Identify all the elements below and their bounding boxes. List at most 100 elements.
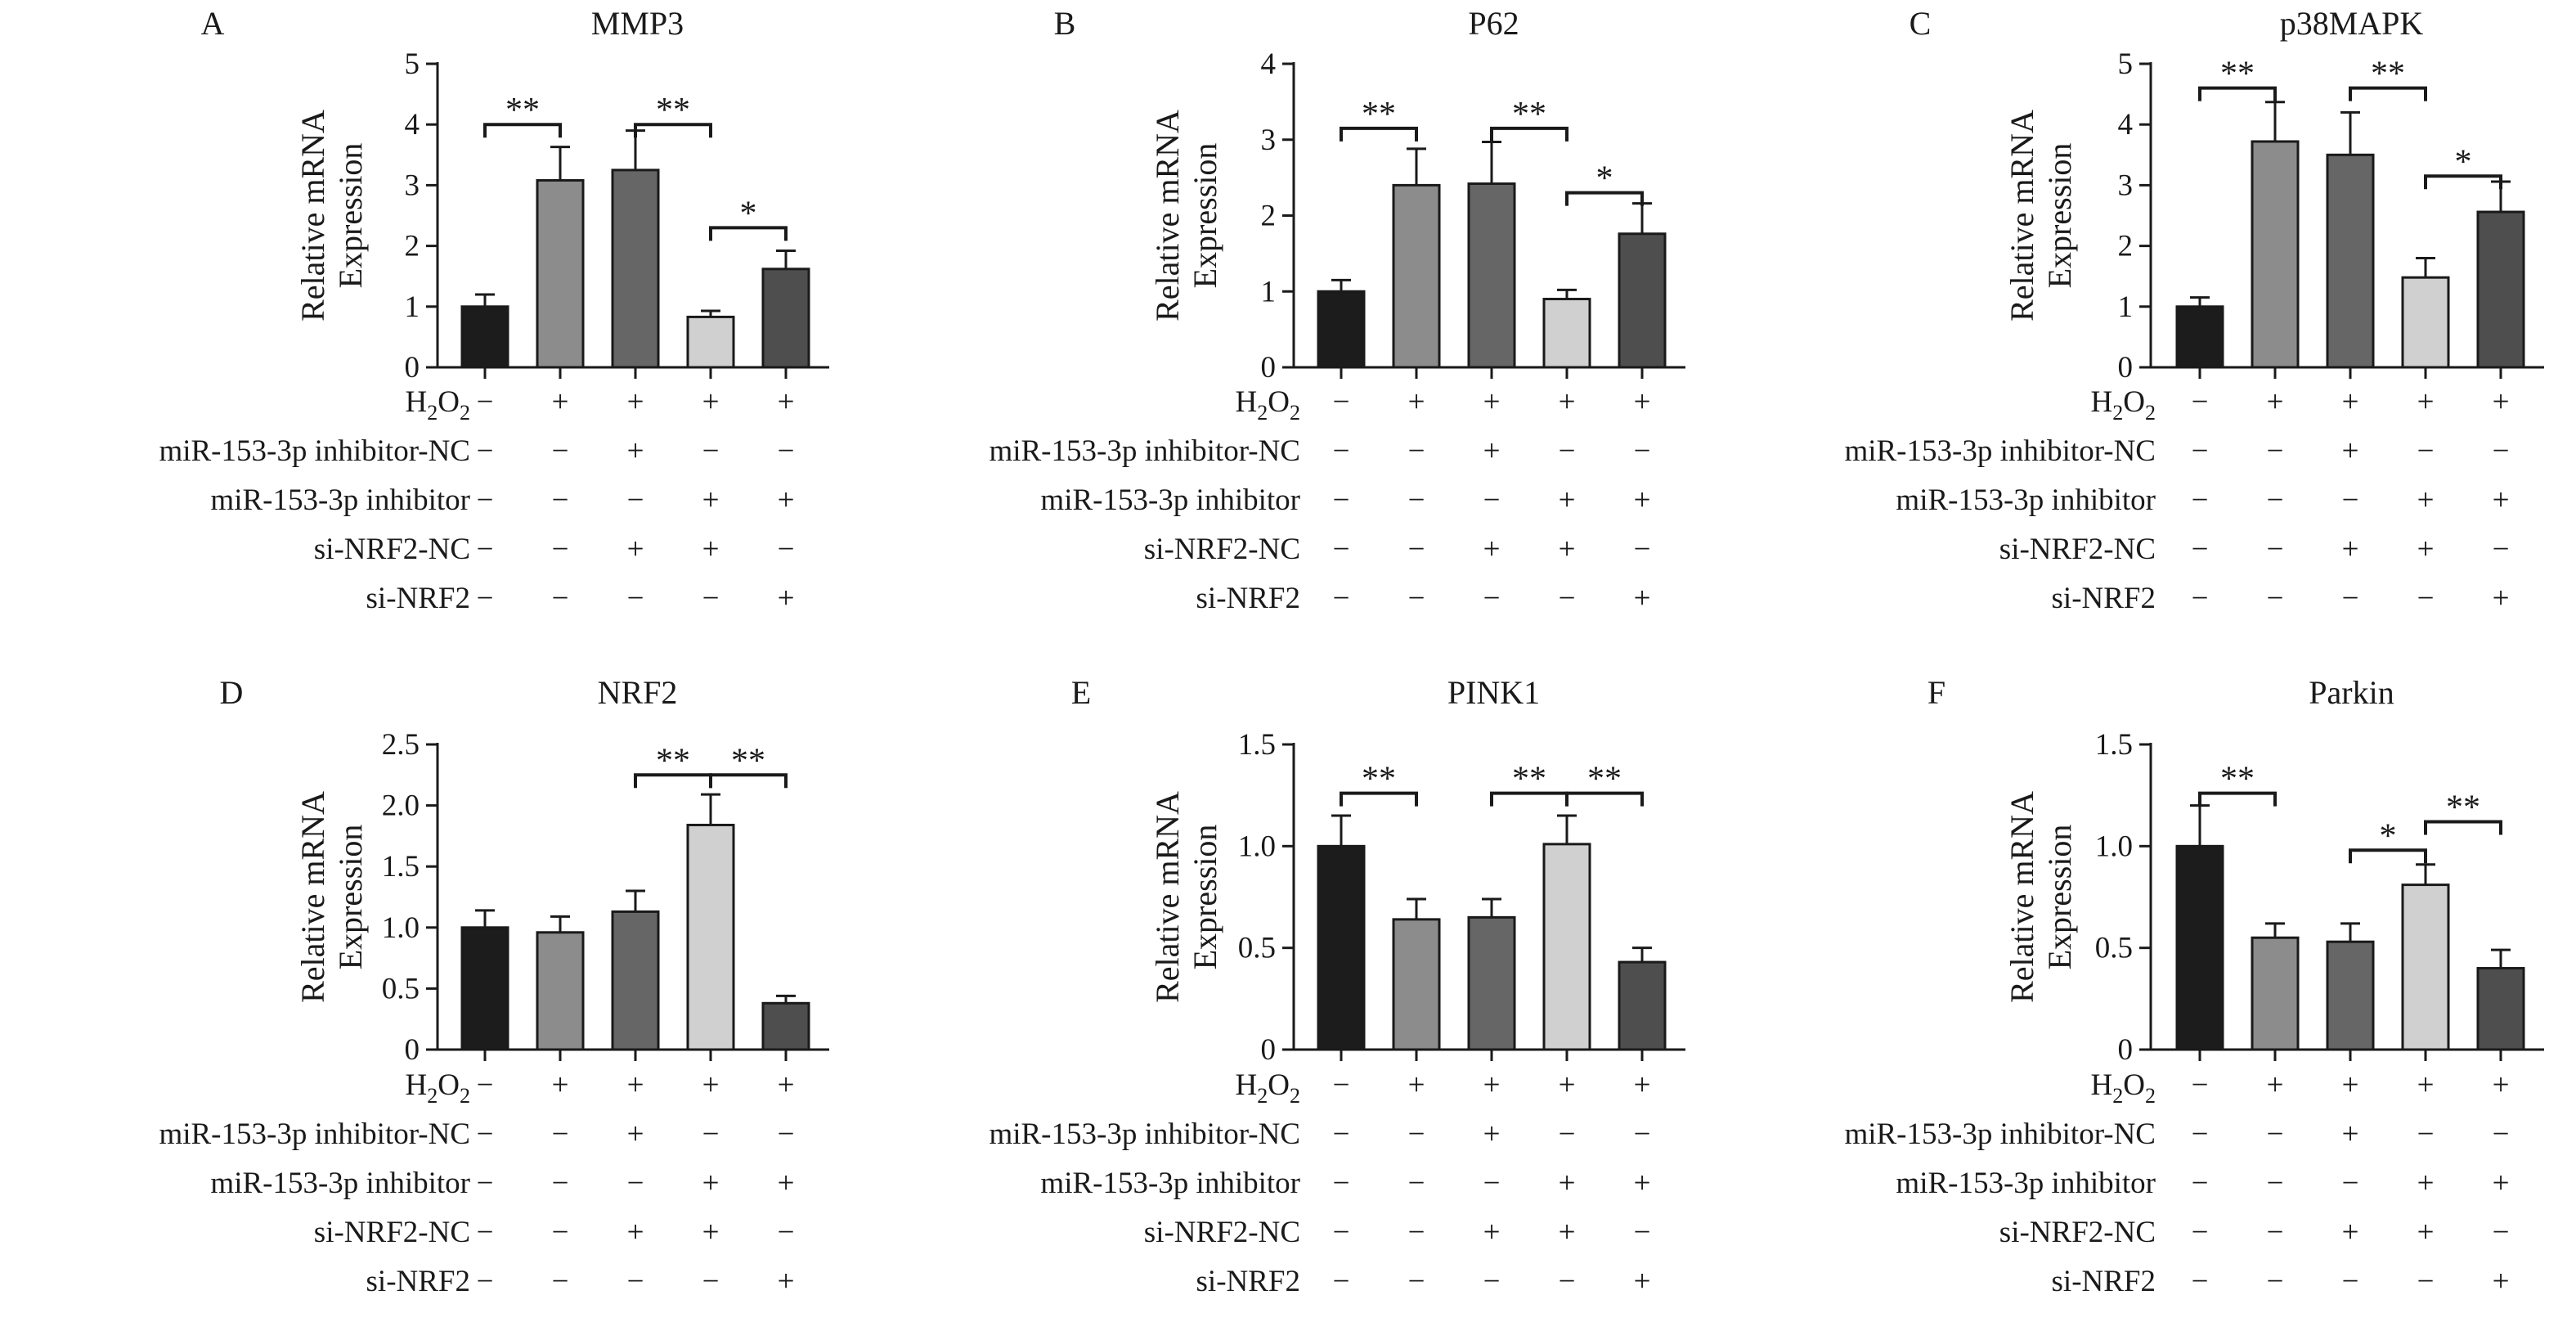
condition-mark: − xyxy=(2192,434,2209,468)
condition-label: si-NRF2-NC xyxy=(1999,1216,2156,1249)
y-axis-label-line: Relative mRNA xyxy=(294,110,331,322)
y-tick-label: 2.5 xyxy=(382,728,420,762)
condition-label: miR-153-3p inhibitor-NC xyxy=(159,434,470,468)
y-tick-label: 0 xyxy=(1261,351,1277,384)
condition-mark: + xyxy=(1634,1167,1651,1200)
bar xyxy=(2175,305,2224,369)
condition-mark: + xyxy=(2493,582,2510,615)
condition-label: H2O2 xyxy=(1236,1068,1300,1108)
significance-bracket xyxy=(2349,86,2427,101)
significance-bracket xyxy=(2198,86,2277,101)
condition-mark: − xyxy=(2192,533,2209,566)
condition-mark: − xyxy=(2267,1265,2284,1298)
condition-mark: + xyxy=(2342,385,2359,419)
significance-label: * xyxy=(2455,143,2472,181)
condition-label: si-NRF2 xyxy=(366,582,470,615)
y-tick-label: 0 xyxy=(1261,1033,1277,1067)
y-axis-label: Relative mRNAExpression xyxy=(294,791,369,1003)
condition-mark: + xyxy=(1634,1265,1651,1298)
significance-label: ** xyxy=(505,92,540,129)
chart-title: Parkin xyxy=(2309,674,2394,711)
bar xyxy=(611,910,660,1051)
significance-label: * xyxy=(740,195,757,232)
significance-bracket xyxy=(1340,791,1418,807)
condition-mark: + xyxy=(702,1068,720,1102)
condition-mark: − xyxy=(702,582,720,615)
condition-mark: + xyxy=(2493,1265,2510,1298)
bar xyxy=(460,305,509,369)
panel-letter: C xyxy=(1910,5,1932,42)
y-tick-label: 0.5 xyxy=(1238,932,1276,965)
condition-mark: + xyxy=(2417,1216,2435,1249)
significance-label: ** xyxy=(2220,56,2255,93)
y-tick-label: 1.5 xyxy=(382,850,420,884)
condition-mark: − xyxy=(552,1167,569,1200)
y-tick-label: 5 xyxy=(2118,47,2134,81)
condition-mark: − xyxy=(1333,1117,1350,1151)
condition-mark: − xyxy=(1333,582,1350,615)
condition-mark: − xyxy=(1634,434,1651,468)
condition-label: si-NRF2 xyxy=(1196,1265,1300,1298)
panel-letter: E xyxy=(1071,674,1091,711)
condition-mark: + xyxy=(1634,582,1651,615)
condition-mark: − xyxy=(1483,1167,1501,1200)
condition-label: H2O2 xyxy=(1236,385,1300,425)
condition-mark: − xyxy=(2192,1216,2209,1249)
condition-mark: − xyxy=(1634,1216,1651,1249)
condition-mark: + xyxy=(2417,533,2435,566)
chart-panel-E: E PINK1 Relative mRNAExpression 0 0.5 1.0 1.5 *… xyxy=(989,674,1685,1298)
condition-mark: − xyxy=(1408,533,1425,566)
condition-mark: + xyxy=(2493,1167,2510,1200)
condition-mark: − xyxy=(2192,1167,2209,1200)
bar xyxy=(1618,232,1667,369)
condition-mark: + xyxy=(1483,1117,1501,1151)
bar xyxy=(1317,844,1366,1051)
condition-mark: − xyxy=(627,1167,644,1200)
y-tick-label: 3 xyxy=(405,169,420,202)
condition-mark: − xyxy=(2267,483,2284,517)
condition-label: H2O2 xyxy=(2091,1068,2156,1108)
condition-mark: − xyxy=(477,1265,494,1298)
condition-label: miR-153-3p inhibitor-NC xyxy=(159,1117,470,1151)
condition-mark: − xyxy=(477,1167,494,1200)
condition-mark: − xyxy=(778,533,795,566)
condition-mark: + xyxy=(702,1167,720,1200)
significance-bracket xyxy=(1565,191,1644,206)
significance-bracket xyxy=(2198,791,2277,807)
condition-mark: + xyxy=(1483,434,1501,468)
bar xyxy=(761,1001,810,1051)
y-tick-label: 0 xyxy=(405,351,420,384)
significance-bracket xyxy=(483,123,562,138)
condition-mark: − xyxy=(1408,1167,1425,1200)
condition-mark: − xyxy=(2493,434,2510,468)
condition-mark: − xyxy=(552,1216,569,1249)
bar xyxy=(1467,915,1516,1051)
condition-mark: − xyxy=(2192,385,2209,419)
condition-label: miR-153-3p inhibitor-NC xyxy=(989,1117,1300,1151)
condition-mark: + xyxy=(2417,385,2435,419)
condition-mark: + xyxy=(1559,1167,1576,1200)
significance-label: ** xyxy=(1512,761,1546,798)
y-axis-label-line: Expression xyxy=(332,143,369,289)
y-tick-label: 1.0 xyxy=(382,911,420,945)
bar xyxy=(1392,183,1441,369)
condition-mark: + xyxy=(702,483,720,517)
significance-label: * xyxy=(2380,817,2397,855)
condition-label: H2O2 xyxy=(406,385,470,425)
condition-mark: + xyxy=(778,385,795,419)
condition-mark: + xyxy=(1559,483,1576,517)
condition-mark: + xyxy=(2417,483,2435,517)
bar xyxy=(2401,884,2450,1051)
significance-label: ** xyxy=(1587,761,1622,798)
condition-mark: + xyxy=(778,1265,795,1298)
bar xyxy=(611,169,660,369)
condition-mark: − xyxy=(1333,1068,1350,1102)
condition-mark: + xyxy=(702,385,720,419)
condition-mark: − xyxy=(2417,582,2435,615)
condition-label: si-NRF2-NC xyxy=(314,1216,470,1249)
condition-mark: − xyxy=(552,1117,569,1151)
condition-mark: + xyxy=(2342,1117,2359,1151)
significance-label: ** xyxy=(656,92,690,129)
bar xyxy=(2326,153,2375,369)
